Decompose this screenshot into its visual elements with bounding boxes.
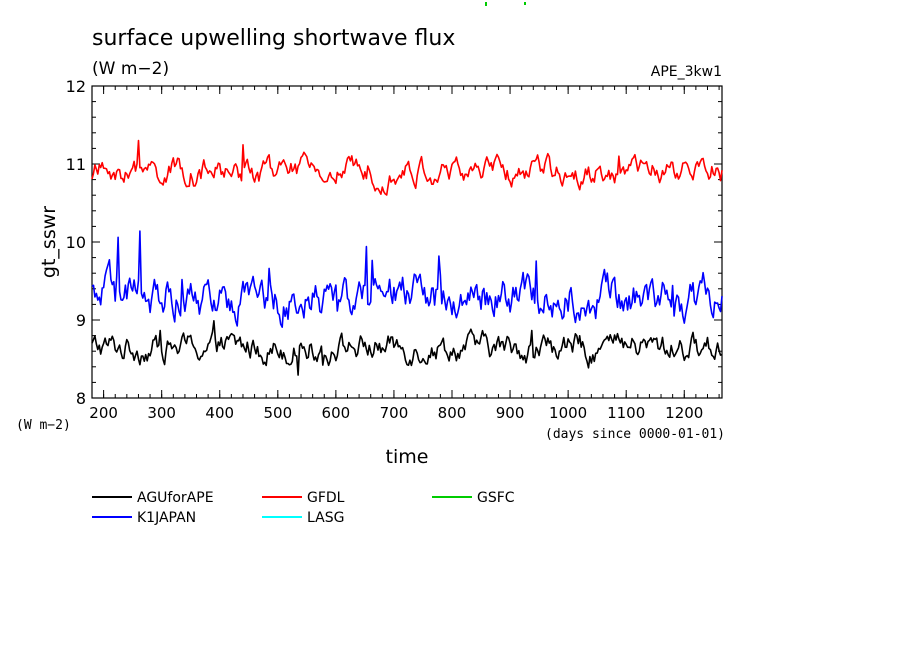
- x-tick-label: 300: [147, 404, 176, 422]
- chart-title: surface upwelling shortwave flux: [92, 26, 455, 51]
- series-line-aguforape: [91, 319, 723, 376]
- y-axis-units: (W m−2): [16, 418, 71, 433]
- legend: AGUforAPE GFDL GSFC K1JAPAN LASG: [92, 490, 515, 526]
- legend-label: K1JAPAN: [137, 510, 196, 526]
- top-speck-2: [524, 2, 526, 5]
- x-tick-label: 900: [496, 404, 525, 422]
- x-tick-label: 600: [322, 404, 351, 422]
- title-units: (W m−2): [92, 59, 169, 79]
- x-axis-label: time: [386, 446, 429, 468]
- x-tick-label: 200: [89, 404, 118, 422]
- y-tick-label: 9: [76, 311, 86, 330]
- x-tick-label: 1000: [549, 404, 587, 422]
- legend-label: GSFC: [477, 490, 515, 506]
- x-axis-units: (days since 0000-01-01): [545, 427, 725, 442]
- legend-label: GFDL: [307, 490, 345, 506]
- x-tick-label: 700: [380, 404, 409, 422]
- y-axis: 8 9 10 11 12: [66, 77, 722, 408]
- series-line-k1japan: [91, 230, 723, 329]
- top-speck-1: [485, 2, 487, 6]
- plot-frame: [91, 85, 723, 399]
- x-axis: 200 300 400 500 600 700 800 900 1000 1100 1200: [89, 86, 720, 422]
- legend-label: LASG: [307, 510, 344, 526]
- y-tick-label: 10: [66, 233, 86, 252]
- legend-label: AGUforAPE: [137, 490, 214, 506]
- series-line-gfdl: [91, 139, 723, 196]
- y-tick-label: 8: [76, 389, 86, 408]
- x-tick-label: 500: [263, 404, 292, 422]
- x-tick-label: 1200: [665, 404, 703, 422]
- y-tick-label: 12: [66, 77, 86, 96]
- x-tick-label: 1100: [607, 404, 645, 422]
- y-axis-label: gt_sswr: [38, 206, 60, 278]
- x-tick-label: 800: [438, 404, 467, 422]
- experiment-tag: APE_3kw1: [651, 64, 722, 80]
- x-tick-label: 400: [205, 404, 234, 422]
- series-lines: [91, 139, 723, 376]
- y-tick-label: 11: [66, 155, 86, 174]
